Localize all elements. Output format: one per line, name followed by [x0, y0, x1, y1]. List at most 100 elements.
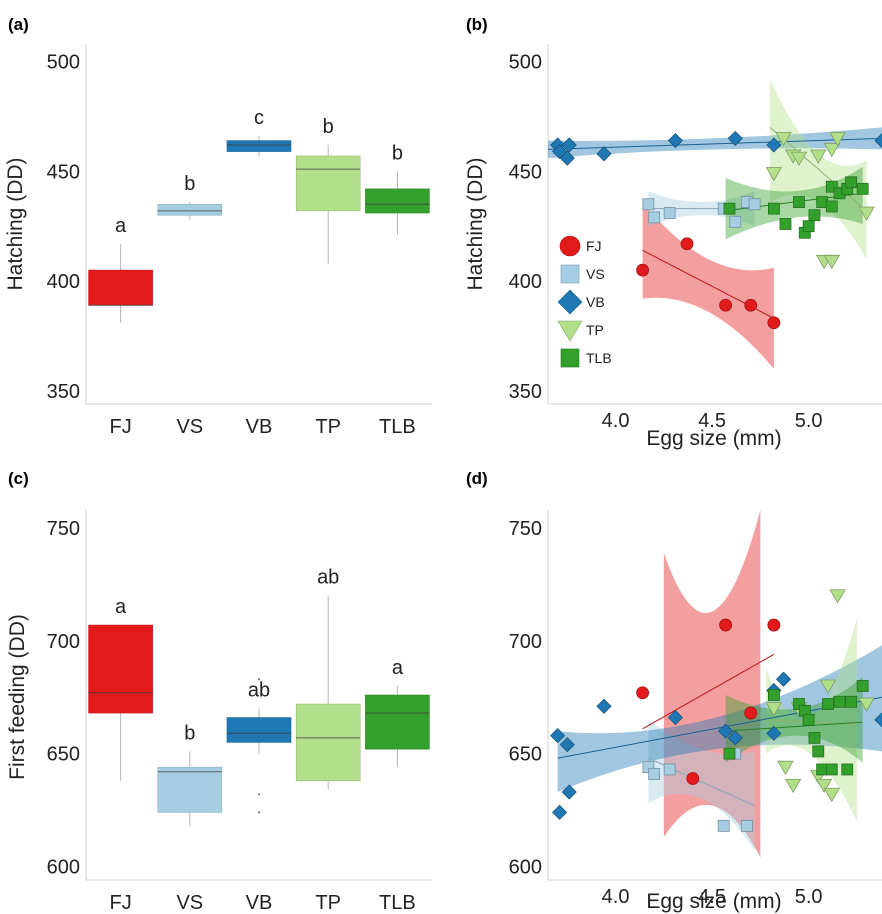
panel-b-point-FJ — [744, 298, 758, 312]
panel-a-sig-label-FJ: a — [115, 215, 127, 237]
panel-d-point-TLB — [856, 680, 869, 692]
panel-d-point-TLB — [833, 695, 846, 708]
panel-b-point-TP — [823, 142, 840, 158]
panel-a-label: (a) — [8, 15, 29, 34]
legend-marker-VS — [560, 264, 580, 284]
panel-b-point-TP — [775, 131, 792, 147]
panel-d-point-FJ — [744, 706, 758, 720]
panel-d-band-TLB — [725, 676, 863, 763]
panel-b-point-TLB — [808, 209, 821, 222]
panel-d-point-TP — [777, 760, 794, 775]
panel-d-point-VB — [874, 712, 882, 728]
panel-b-y-tick-label: 500 — [509, 52, 542, 74]
panel-b-y-tick-label: 400 — [509, 271, 542, 293]
panel-d-point-TLB — [822, 698, 834, 710]
legend-label-TP: TP — [586, 322, 604, 338]
panel-d-point-TLB — [723, 747, 736, 760]
panel-c-box-TLB — [365, 694, 430, 750]
panel-d-point-TLB — [767, 689, 780, 701]
panel-b-x-tick-label: 5.0 — [795, 410, 823, 432]
panel-d-y-tick-label: 600 — [509, 856, 542, 878]
legend-marker-TP — [557, 320, 583, 342]
panel-d-point-TP — [765, 702, 783, 717]
panel-b-point-FJ — [636, 263, 650, 277]
panel-d-point-TLB — [841, 763, 854, 776]
panel-d-point-TLB — [825, 763, 838, 776]
panel-b-label: (b) — [466, 15, 488, 34]
panel-b-point-VS — [748, 198, 761, 211]
panel-c-x-tick-label: VB — [246, 892, 273, 914]
panel-b-y-tick-label: 350 — [509, 381, 542, 403]
panel-b-point-TP — [829, 131, 846, 147]
panel-c-box-outlier-VB — [258, 678, 260, 681]
panel-d-y-tick-label: 650 — [509, 744, 542, 766]
legend-label-TLB: TLB — [586, 350, 612, 366]
panel-a-x-tick-label: VS — [176, 416, 203, 438]
panel-b-point-TLB — [856, 182, 869, 195]
panel-d-point-TLB — [812, 745, 825, 758]
panel-a-box-TP — [295, 155, 361, 212]
panel-b-point-VB — [667, 133, 683, 149]
panel-d-point-VB — [559, 737, 575, 753]
panel-a-y-tick-label: 400 — [47, 271, 80, 293]
panel-c-y-tick-label: 600 — [47, 856, 80, 878]
panel-d-point-VS — [648, 768, 661, 780]
panel-d-point-TLB — [802, 713, 815, 726]
panel-d-x-tick-label: 5.0 — [795, 886, 823, 908]
panel-a-x-tick-label: TLB — [379, 416, 416, 438]
panel-d-point-VB — [550, 728, 566, 744]
panel-b-y-tick-label: 450 — [509, 161, 542, 183]
panel-b-point-VB — [727, 130, 743, 146]
panel-d-point-VB — [552, 804, 568, 820]
panel-d-point-VS — [740, 819, 753, 832]
panel-a-y-tick-label: 500 — [47, 52, 80, 74]
panel-d-point-FJ — [719, 618, 733, 632]
panel-b-point-TLB — [767, 202, 780, 215]
panel-c-sig-label-FJ: a — [115, 596, 127, 618]
panel-b-point-VB — [596, 146, 612, 162]
panel-c-sig-label-VS: b — [184, 722, 195, 744]
panel-d-point-VB — [596, 698, 612, 714]
panel-b-point-TLB — [779, 218, 792, 230]
panel-c-sig-label-TLB: a — [392, 657, 404, 679]
panel-b-point-TP — [765, 167, 783, 182]
panel-b-point-TLB — [802, 220, 815, 233]
panel-a-y-tick-label: 450 — [47, 161, 80, 183]
panel-d-point-TP — [784, 778, 802, 794]
legend-label-VB: VB — [586, 294, 605, 310]
panel-c-box-outlier-VB — [258, 793, 260, 796]
panel-c-x-tick-label: FJ — [109, 892, 131, 914]
panel-d-band-VB — [557, 645, 882, 793]
panel-c-y-tick-label: 750 — [47, 518, 80, 540]
panel-b-point-TLB — [793, 196, 805, 208]
panel-b-band-VB — [548, 127, 882, 159]
panel-d-point-VS — [663, 763, 676, 776]
panel-b-x-tick-label: 4.0 — [602, 410, 630, 432]
panel-b-point-VS — [663, 207, 676, 219]
panel-b-point-TLB — [845, 176, 858, 189]
panel-a-y-tick-label: 350 — [47, 381, 80, 403]
legend-marker-VB — [557, 289, 583, 315]
panel-b-band-FJ — [642, 202, 774, 369]
panel-d-point-FJ — [636, 686, 650, 700]
panel-c-x-tick-label: TP — [315, 892, 341, 914]
panel-d-x-tick-label: 4.5 — [698, 886, 726, 908]
panel-a-box-VB — [226, 140, 292, 152]
panel-d-point-TP — [815, 778, 833, 794]
panel-c-label: (c) — [8, 469, 29, 488]
panel-a-sig-label-VB: c — [254, 107, 264, 129]
panel-b-point-VB — [766, 137, 782, 153]
panel-d-label: (d) — [466, 469, 488, 488]
panel-c-box-TP — [295, 703, 361, 782]
panel-a-box-FJ — [88, 269, 153, 306]
panel-d-point-TP — [819, 679, 837, 694]
panel-c-y-tick-label: 700 — [47, 631, 80, 653]
panel-d-y-tick-label: 750 — [509, 518, 542, 540]
panel-b-point-VS — [642, 198, 655, 211]
legend-marker-TLB — [560, 348, 580, 368]
legend-label-VS: VS — [586, 266, 605, 282]
panel-b-x-axis-title: Egg size (mm) — [646, 427, 781, 450]
panel-b-point-TP — [823, 254, 840, 270]
panel-b-point-VS — [729, 215, 742, 228]
